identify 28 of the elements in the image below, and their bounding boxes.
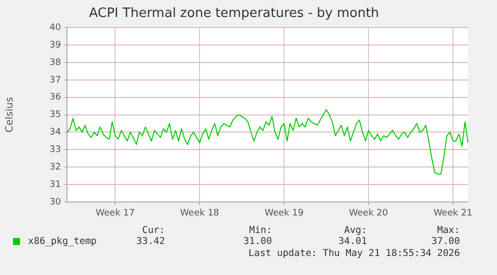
y-tick-label: 40: [50, 22, 62, 33]
y-tick-label: 31: [50, 180, 61, 190]
y-axis-title: Celsius: [4, 97, 16, 133]
x-tick-label: Week 17: [96, 208, 135, 219]
chart-title: ACPI Thermal zone temperatures - by month: [88, 6, 380, 22]
x-tick-label: Week 18: [180, 208, 220, 219]
text: 34.01: [338, 236, 367, 247]
text: 33.42: [136, 236, 165, 247]
y-tick-label: 35: [50, 110, 61, 120]
text: Last update: Thu May 21 18:55:34 2026: [248, 248, 460, 259]
y-tick-label: 37: [50, 75, 61, 86]
y-tick-label: 39: [50, 40, 62, 50]
text: Min:: [249, 225, 272, 236]
y-tick-label: 36: [50, 92, 62, 103]
text: 37.00: [431, 236, 460, 247]
x-tick-label: Week 20: [349, 208, 388, 219]
y-tick-label: 33: [50, 145, 61, 156]
text: Max:: [437, 225, 460, 236]
x-tick-label: Week 19: [264, 208, 304, 219]
text: 31.00: [243, 236, 272, 247]
y-tick-label: 38: [50, 58, 62, 68]
legend-label: x86_pkg_temp: [28, 236, 97, 247]
y-tick-label: 32: [50, 162, 61, 172]
x-tick-label: Week 21: [433, 208, 472, 219]
text: Avg:: [344, 225, 367, 236]
text: Cur:: [142, 225, 165, 236]
y-tick-label: 34: [50, 128, 62, 138]
y-tick-label: 30: [50, 197, 62, 208]
